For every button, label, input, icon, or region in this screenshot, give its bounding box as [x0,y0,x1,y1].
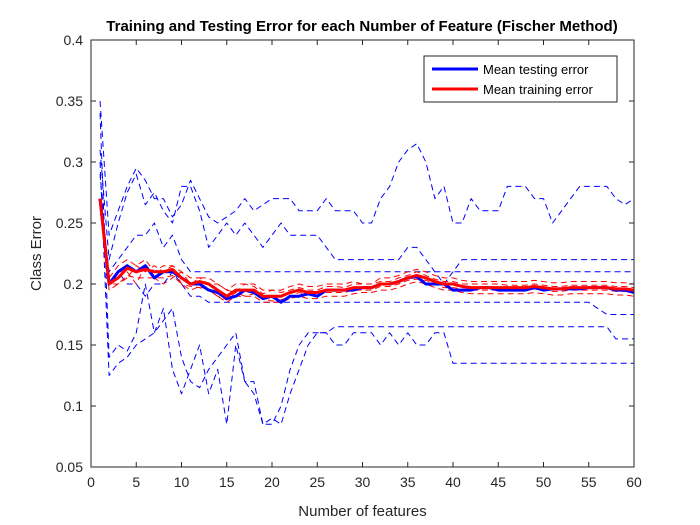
x-tick-label: 5 [132,474,140,490]
y-tick-label: 0.15 [56,337,83,353]
x-tick-label: 25 [309,474,325,490]
legend: Mean testing error Mean training error [423,55,618,103]
y-tick-label: 0.35 [56,93,83,109]
x-tick-label: 10 [174,474,190,490]
x-tick-label: 15 [219,474,235,490]
legend-box [423,55,618,103]
run-line-6 [99,174,634,315]
y-axis-label: Class Error [28,216,45,291]
y-tick-label: 0.25 [56,215,83,231]
run-line-3 [99,149,634,285]
x-tick-label: 0 [87,474,95,490]
y-tick-label: 0.2 [64,276,84,292]
y-tick-label: 0.1 [64,398,84,414]
legend-label-training: Mean training error [483,82,593,97]
y-tick-label: 0.3 [64,154,84,170]
run-line-9 [99,204,634,303]
y-tick-label: 0.05 [56,459,83,475]
x-tick-label: 20 [264,474,280,490]
legend-label-testing: Mean testing error [483,62,589,77]
x-axis-label: Number of features [298,503,426,520]
series-group [98,100,634,425]
x-tick-label: 40 [445,474,461,490]
x-tick-label: 35 [400,474,416,490]
y-tick-label: 0.4 [64,32,84,48]
series-line-mean-training-error [98,198,634,298]
x-tick-label: 50 [536,474,552,490]
x-tick-label: 60 [626,474,642,490]
x-tick-label: 45 [490,474,506,490]
run-line-7 [99,198,634,273]
x-tick-label: 30 [355,474,371,490]
run-line-4 [99,113,634,425]
run-line-10 [99,198,634,295]
ticks-group: 0 5 10 15 20 25 30 35 40 45 50 55 60 0.05 0.1 0.15 0.2 0.… [56,32,642,490]
x-tick-label: 55 [581,474,597,490]
chart-title: Training and Testing Error for each Numb… [106,18,617,35]
plot-area [98,100,634,425]
